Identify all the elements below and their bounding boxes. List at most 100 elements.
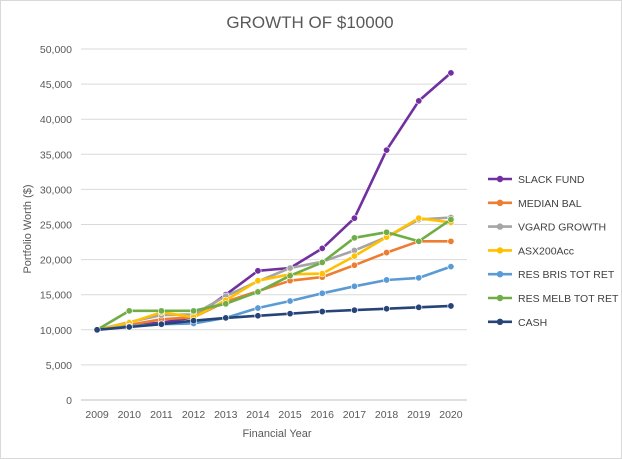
x-tick-label: 2019 bbox=[407, 409, 431, 421]
data-point-cash bbox=[254, 312, 262, 320]
y-tick-label: 30,000 bbox=[40, 184, 72, 196]
data-point-asx200acc bbox=[254, 277, 262, 285]
data-point-cash bbox=[286, 310, 294, 318]
data-point-res-bris-tot-ret bbox=[254, 304, 262, 312]
x-tick-label: 2020 bbox=[439, 409, 463, 421]
data-point-res-bris-tot-ret bbox=[318, 289, 326, 297]
x-tick-label: 2009 bbox=[85, 409, 109, 421]
data-point-res-bris-tot-ret bbox=[286, 297, 294, 305]
series-slack-fund bbox=[93, 69, 455, 334]
legend-item-median-bal: MEDIAN BAL bbox=[488, 198, 582, 210]
y-tick-label: 5,000 bbox=[46, 360, 72, 372]
data-point-slack-fund bbox=[318, 244, 326, 252]
data-point-median-bal bbox=[350, 261, 358, 269]
legend-swatch-marker bbox=[496, 271, 504, 278]
data-point-cash bbox=[415, 303, 423, 311]
y-axis-title: Portfolio Worth ($) bbox=[22, 184, 34, 273]
data-point-cash bbox=[93, 326, 101, 334]
data-point-asx200acc bbox=[318, 270, 326, 278]
series-line-slack-fund bbox=[95, 71, 453, 332]
x-tick-label: 2015 bbox=[278, 409, 302, 421]
data-point-res-melb-tot-ret bbox=[415, 237, 423, 245]
legend-label: SLACK FUND bbox=[518, 174, 585, 186]
y-tick-label: 35,000 bbox=[40, 149, 72, 161]
legend-item-vgard-growth: VGARD GROWTH bbox=[488, 222, 606, 234]
data-point-slack-fund bbox=[415, 97, 423, 105]
x-axis-title: Financial Year bbox=[242, 428, 311, 440]
data-point-res-bris-tot-ret bbox=[447, 263, 455, 271]
series-cash bbox=[93, 302, 455, 334]
axes: 0 5,000 10,000 15,000 20,000 25,000 30,000 35,0… bbox=[40, 44, 463, 421]
y-tick-label: 10,000 bbox=[40, 325, 72, 337]
y-tick-label: 15,000 bbox=[40, 290, 72, 302]
data-point-cash bbox=[190, 317, 198, 325]
data-point-slack-fund bbox=[350, 214, 358, 222]
data-point-res-melb-tot-ret bbox=[125, 307, 133, 315]
legend: SLACK FUND MEDIAN BAL VGARD GROWTH ASX200Ac… bbox=[488, 174, 619, 329]
y-tick-label: 40,000 bbox=[40, 114, 72, 126]
data-point-vgard-growth bbox=[286, 264, 294, 272]
legend-label: ASX200Acc bbox=[518, 245, 574, 257]
data-point-median-bal bbox=[383, 249, 391, 257]
legend-item-res-bris-tot-ret: RES BRIS TOT RET bbox=[488, 269, 615, 281]
data-point-res-bris-tot-ret bbox=[383, 276, 391, 284]
x-tick-label: 2011 bbox=[150, 409, 173, 421]
data-point-asx200acc bbox=[350, 252, 358, 260]
y-tick-label: 20,000 bbox=[40, 255, 72, 267]
data-point-res-melb-tot-ret bbox=[190, 307, 198, 315]
y-tick-label: 25,000 bbox=[40, 220, 72, 232]
data-point-cash bbox=[157, 320, 165, 328]
legend-swatch-marker bbox=[496, 318, 504, 325]
legend-label: RES MELB TOT RET bbox=[518, 293, 619, 305]
x-tick-label: 2013 bbox=[214, 409, 238, 421]
y-tick-label: 50,000 bbox=[40, 44, 72, 56]
x-tick-label: 2017 bbox=[343, 409, 367, 421]
data-point-slack-fund bbox=[254, 267, 262, 275]
legend-label: VGARD GROWTH bbox=[518, 222, 606, 234]
data-point-cash bbox=[222, 314, 230, 322]
data-point-res-melb-tot-ret bbox=[286, 272, 294, 280]
x-tick-label: 2012 bbox=[182, 409, 206, 421]
legend-label: CASH bbox=[518, 317, 547, 329]
data-point-asx200acc bbox=[415, 214, 423, 222]
data-point-cash bbox=[383, 305, 391, 313]
x-tick-label: 2018 bbox=[375, 409, 399, 421]
x-tick-label: 2010 bbox=[118, 409, 142, 421]
legend-item-slack-fund: SLACK FUND bbox=[488, 174, 585, 186]
legend-swatch-marker bbox=[496, 247, 504, 254]
legend-swatch-marker bbox=[496, 199, 504, 206]
data-point-res-bris-tot-ret bbox=[350, 282, 358, 290]
data-point-res-melb-tot-ret bbox=[350, 234, 358, 242]
x-tick-label: 2016 bbox=[311, 409, 335, 421]
x-tick-label: 2014 bbox=[246, 409, 270, 421]
legend-label: MEDIAN BAL bbox=[518, 198, 582, 210]
gridlines bbox=[81, 48, 467, 401]
legend-label: RES BRIS TOT RET bbox=[518, 269, 615, 281]
data-point-res-melb-tot-ret bbox=[318, 258, 326, 266]
data-point-slack-fund bbox=[447, 69, 455, 77]
data-point-res-melb-tot-ret bbox=[157, 307, 165, 315]
data-point-cash bbox=[447, 302, 455, 310]
series-line-cash bbox=[95, 304, 453, 332]
legend-item-cash: CASH bbox=[488, 317, 547, 329]
legend-swatch-marker bbox=[496, 294, 504, 302]
series-line-res-melb-tot-ret bbox=[95, 218, 453, 332]
legend-item-res-melb-tot-ret: RES MELB TOT RET bbox=[488, 293, 619, 305]
data-point-cash bbox=[125, 323, 133, 331]
legend-swatch-marker bbox=[496, 223, 504, 230]
data-point-res-bris-tot-ret bbox=[415, 274, 423, 282]
data-point-res-melb-tot-ret bbox=[254, 288, 262, 296]
data-point-cash bbox=[318, 308, 326, 316]
plot-area bbox=[93, 69, 455, 334]
data-point-cash bbox=[350, 306, 358, 314]
data-point-median-bal bbox=[447, 237, 455, 245]
legend-item-asx200acc: ASX200Acc bbox=[488, 245, 574, 257]
y-tick-label: 45,000 bbox=[40, 79, 72, 91]
chart-title: GROWTH OF $10000 bbox=[226, 13, 393, 32]
y-tick-label: 0 bbox=[66, 395, 72, 407]
series-res-melb-tot-ret bbox=[93, 216, 455, 334]
data-point-res-melb-tot-ret bbox=[222, 300, 230, 308]
data-point-res-melb-tot-ret bbox=[447, 216, 455, 224]
series-line-median-bal bbox=[95, 240, 453, 332]
